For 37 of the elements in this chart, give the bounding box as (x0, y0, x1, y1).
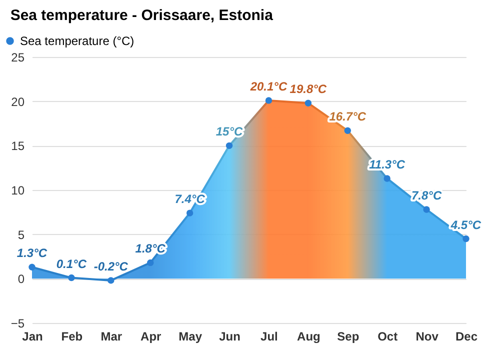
data-label: 0.1°C (56, 256, 87, 271)
x-tick-label: Jan (22, 330, 43, 344)
y-tick-label: 25 (11, 50, 25, 64)
x-tick-label: Jun (219, 330, 240, 344)
data-label: 16.7°C (329, 110, 366, 124)
x-tick-label: Aug (297, 330, 320, 344)
x-tick-label: Nov (416, 330, 439, 344)
data-label: 4.5°C (450, 218, 482, 232)
point (147, 259, 154, 266)
data-label: -0.2°C (94, 259, 128, 274)
y-tick-label: 15 (11, 139, 25, 154)
x-tick-label: Jul (260, 330, 278, 344)
point (108, 277, 114, 284)
x-tick-label: Apr (140, 330, 162, 344)
y-tick-label: 20 (11, 94, 25, 109)
point (186, 210, 194, 216)
y-tick-label: 10 (11, 184, 25, 198)
x-tick-label: May (178, 330, 202, 344)
x-tick-label: Mar (100, 330, 122, 344)
x-tick-label: Oct (378, 330, 398, 344)
legend-label: Sea temperature (°C) (20, 34, 134, 48)
data-label: 1.3°C (16, 246, 48, 260)
x-tick-label: Sep (337, 330, 360, 344)
x-tick-label: Feb (61, 330, 83, 344)
y-tick-label: −5 (10, 316, 25, 330)
data-label: 7.8°C (411, 188, 442, 203)
point (68, 274, 75, 282)
y-tick-label: 0 (18, 272, 25, 286)
point (28, 264, 36, 270)
y-tick-label: 5 (18, 228, 25, 242)
x-tick-label: Dec (455, 330, 478, 344)
point (462, 235, 470, 242)
data-label: 20.1°C (249, 79, 288, 94)
point (423, 206, 430, 213)
data-label: 19.8°C (290, 82, 327, 96)
chart-title: Sea temperature - Orissaare, Estonia (10, 7, 274, 24)
point (384, 175, 390, 182)
